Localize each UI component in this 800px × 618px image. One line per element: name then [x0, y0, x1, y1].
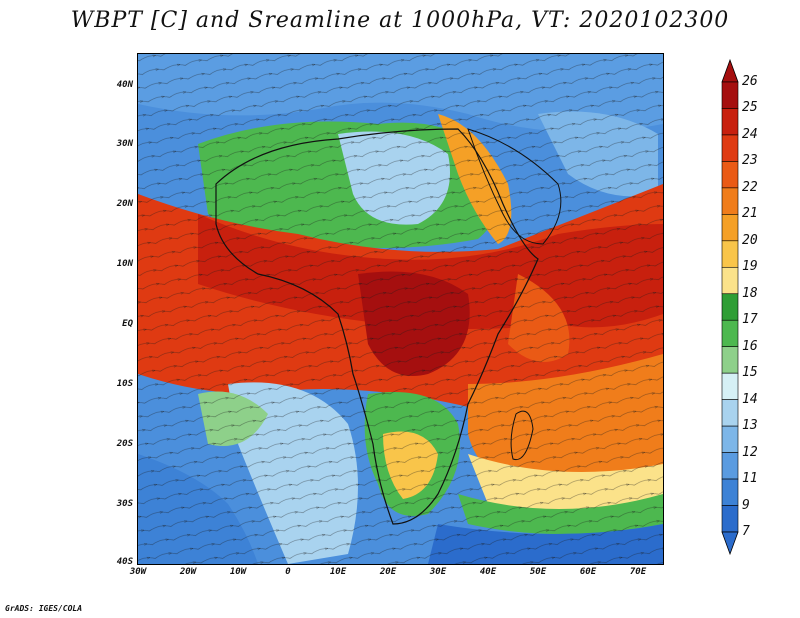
lon-label: 30E [429, 567, 447, 577]
colorbar-swatch [721, 108, 739, 136]
lat-label: 10S [116, 379, 133, 389]
colorbar-swatch [721, 452, 739, 480]
lon-label: 10E [329, 567, 347, 577]
colorbar-level-label: 13 [742, 418, 758, 434]
lat-label: 40S [116, 557, 133, 567]
colorbar-level-label: 15 [742, 365, 758, 381]
lon-label: 40E [479, 567, 497, 577]
colorbar-level-label: 20 [742, 232, 758, 248]
lon-label: 0 [285, 567, 291, 577]
colorbar-level-label: 16 [742, 338, 758, 354]
lat-label: 10N [116, 259, 133, 269]
colorbar-level-label: 11 [742, 471, 758, 487]
colorbar-swatch [721, 346, 739, 374]
map-panel [137, 53, 664, 565]
colorbar-swatch [721, 266, 739, 295]
lat-label: EQ [122, 319, 133, 329]
colorbar-level-label: 7 [742, 524, 750, 539]
credit-text: GrADS: IGES/COLA [5, 604, 83, 613]
colorbar-swatch [721, 240, 739, 268]
colorbar-swatch [721, 319, 739, 348]
lat-label: 30N [116, 139, 133, 149]
lon-label: 60E [579, 567, 597, 577]
colorbar-level-label: 25 [742, 100, 758, 116]
lon-label: 30W [129, 567, 147, 577]
wbpt-map [138, 54, 663, 564]
colorbar-level-label: 23 [742, 153, 758, 169]
colorbar-bottom-arrow [721, 531, 739, 556]
colorbar-swatch [721, 478, 739, 506]
lat-label: 20S [116, 439, 133, 449]
colorbar-swatch [721, 372, 739, 400]
colorbar-swatch [721, 187, 739, 215]
colorbar-swatch [721, 399, 739, 427]
map-title: WBPT [C] and Sreamline at 1000hPa, VT: 2… [70, 8, 730, 33]
colorbar-level-label: 24 [742, 126, 758, 142]
colorbar-top-arrow [721, 58, 739, 83]
colorbar-level-label: 12 [742, 444, 758, 460]
colorbar-swatch [721, 134, 739, 162]
lon-label: 10W [229, 567, 247, 577]
colorbar-level-label: 18 [742, 285, 758, 301]
lon-label: 50E [529, 567, 547, 577]
lat-label: 30S [116, 499, 133, 509]
colorbar-level-label: 14 [742, 391, 758, 407]
lon-label: 70E [629, 567, 647, 577]
colorbar-swatch [721, 505, 739, 533]
colorbar-level-label: 17 [742, 312, 758, 328]
colorbar-swatch [721, 425, 739, 453]
colorbar-level-label: 19 [742, 259, 758, 275]
lon-label: 20E [379, 567, 397, 577]
lon-label: 20W [179, 567, 197, 577]
colorbar-swatch [721, 161, 739, 189]
colorbar-level-label: 22 [742, 179, 758, 195]
colorbar-level-label: 26 [742, 74, 758, 89]
lat-label: 20N [116, 199, 133, 209]
colorbar-level-label: 21 [742, 206, 758, 222]
colorbar-level-label: 9 [742, 497, 750, 513]
colorbar-swatch [721, 214, 739, 242]
colorbar-swatch [721, 81, 739, 109]
colorbar-swatch [721, 293, 739, 321]
lat-label: 40N [116, 80, 133, 90]
